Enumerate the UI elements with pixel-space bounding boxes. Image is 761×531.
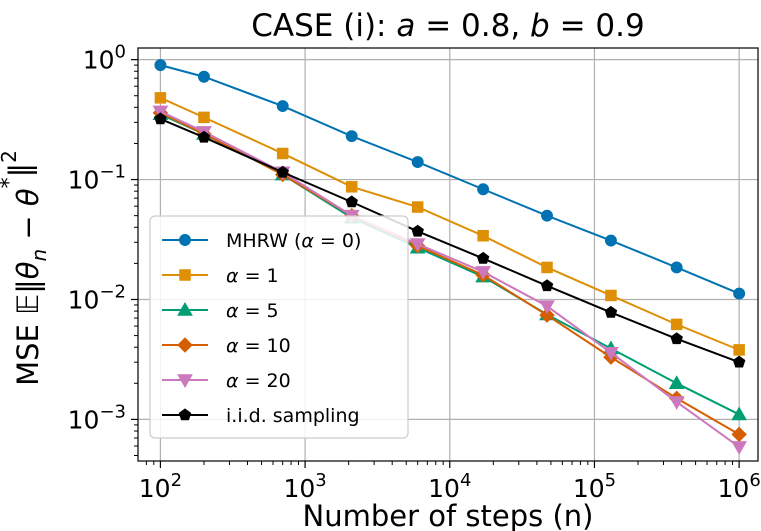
x-tick-label: 102: [139, 470, 182, 503]
y-tick-label: 10−3: [68, 401, 126, 434]
data-point: [409, 238, 426, 253]
axis-ticks: 102 103 104 105 106 100 10−1 10−2 10−3: [68, 42, 761, 503]
y-tick-label: 10−2: [68, 281, 126, 314]
data-point: [345, 181, 358, 193]
plot-frame: [137, 47, 759, 462]
legend-item: α = 20: [162, 370, 291, 392]
data-point: [198, 70, 210, 83]
legend-item: α = 1: [162, 265, 279, 287]
data-point: [540, 279, 554, 292]
data-point: [154, 92, 167, 104]
series-line: [160, 64, 740, 295]
data-point: [731, 406, 748, 421]
data-point: [276, 147, 289, 160]
data-point: [345, 195, 358, 208]
data-point: [477, 229, 489, 242]
data-point: [411, 224, 424, 237]
data-point: [152, 105, 169, 120]
data-point: [475, 266, 491, 280]
data-point: [539, 300, 555, 315]
x-axis-label: Number of steps (n): [303, 499, 594, 531]
legend-label: α = 1: [226, 265, 279, 287]
legend-label: α = 20: [226, 370, 291, 392]
data-point: [198, 111, 210, 124]
legend-item: i.i.d. sampling: [162, 405, 360, 427]
data-point: [476, 251, 490, 264]
x-tick-label: 103: [283, 470, 326, 503]
x-tick-label: 105: [573, 470, 616, 503]
data-point: [539, 307, 555, 323]
legend-marker: [177, 337, 193, 353]
legend-marker: [179, 234, 191, 246]
data-point: [670, 318, 683, 331]
x-tick-label: 106: [718, 470, 761, 503]
data-point: [668, 396, 685, 410]
legend-label: MHRW (α = 0): [226, 230, 361, 252]
data-point: [276, 165, 289, 178]
data-point: [731, 426, 747, 443]
data-point: [604, 234, 617, 247]
y-axis-label: MSE 𝔼‖θn − θ*‖2: [0, 150, 51, 386]
series-line: [159, 110, 740, 448]
data-point: [731, 441, 748, 455]
series: [154, 92, 745, 356]
data-point: [668, 375, 685, 390]
data-point: [411, 156, 424, 168]
data-point: [733, 344, 745, 356]
data-point: [541, 261, 553, 274]
legend-item: MHRW (α = 0): [162, 230, 361, 252]
data-point: [154, 59, 167, 72]
x-tick-label: 104: [428, 470, 471, 503]
data-point: [670, 261, 683, 274]
data-point: [197, 130, 211, 143]
series-layer: [152, 59, 748, 455]
series: [154, 112, 746, 368]
legend-label: α = 5: [226, 300, 279, 322]
legend-label: α = 10: [226, 335, 291, 357]
data-point: [477, 183, 490, 196]
data-point: [605, 289, 617, 302]
data-point: [345, 130, 358, 143]
data-point: [541, 209, 553, 222]
data-point: [411, 201, 424, 213]
chart-title: CASE (i): a = 0.8, b = 0.9: [251, 8, 644, 44]
data-point: [154, 112, 167, 125]
legend-item: α = 10: [162, 335, 291, 357]
legend-marker: [177, 301, 193, 316]
series-line: [160, 96, 740, 351]
legend: MHRW (α = 0) α = 1 α = 5 α = 10 α = 20 i.i.d.…: [149, 215, 409, 439]
legend-marker: [177, 374, 193, 389]
data-point: [604, 305, 618, 318]
y-tick-label: 100: [83, 42, 126, 75]
legend-marker: [179, 269, 191, 281]
y-tick-label: 10−1: [68, 162, 126, 195]
data-point: [276, 100, 289, 113]
series-line: [160, 118, 740, 364]
series: [154, 59, 746, 300]
legend-item: α = 5: [162, 300, 279, 322]
legend-marker: [178, 408, 192, 421]
data-point: [603, 346, 619, 361]
data-point: [732, 355, 746, 368]
data-point: [733, 287, 746, 300]
y-axis-label-text: MSE 𝔼‖θn − θ*‖2: [0, 150, 51, 386]
legend-label: i.i.d. sampling: [226, 405, 360, 427]
legend-box: [149, 215, 409, 439]
data-point: [670, 332, 683, 345]
